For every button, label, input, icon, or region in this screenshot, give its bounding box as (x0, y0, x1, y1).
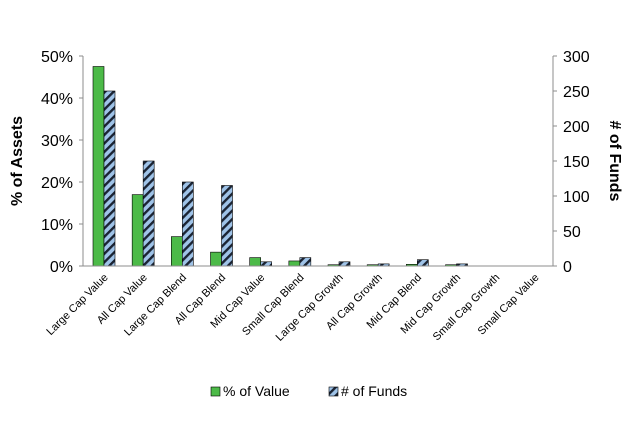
bar-funds-2 (182, 181, 194, 267)
category-label-6: Large Cap Growth (274, 272, 346, 344)
bar-funds-3 (221, 185, 233, 267)
bar-value-0 (92, 66, 105, 267)
category-label-10: Small Cap Growth (431, 272, 503, 344)
right-tick-label-4: 200 (563, 119, 590, 136)
plot-area (92, 66, 468, 267)
bar-value-4 (249, 257, 261, 267)
legend-label-value: % of Value (223, 383, 290, 399)
bar-value-5 (288, 260, 301, 267)
right-tick-label-6: 300 (563, 49, 590, 66)
right-tick-label-1: 50 (563, 224, 581, 241)
right-tick-label-0: 0 (563, 259, 572, 276)
legend-swatch-value (210, 386, 221, 397)
bar-funds-4 (260, 261, 272, 267)
right-axis-title: # of Funds (606, 121, 623, 202)
legend-swatch-funds (328, 386, 339, 397)
left-axis-title: % of Assets (9, 116, 26, 206)
right-tick-label-3: 150 (563, 154, 590, 171)
bar-funds-1 (142, 160, 155, 267)
bar-value-2 (171, 236, 183, 267)
left-tick-label-4: 40% (41, 91, 73, 108)
right-tick-label-5: 250 (563, 84, 590, 101)
bar-funds-5 (299, 257, 312, 267)
bar-funds-8 (417, 259, 429, 267)
left-tick-label-2: 20% (41, 175, 73, 192)
left-tick-label-0: 0% (50, 259, 73, 276)
legend-label-funds: # of Funds (341, 383, 407, 399)
left-tick-label-5: 50% (41, 49, 73, 66)
right-tick-label-2: 100 (563, 189, 590, 206)
bar-value-1 (131, 194, 144, 267)
bar-funds-0 (103, 90, 116, 267)
legend: % of Value # of Funds (210, 383, 407, 399)
category-label-0: Large Cap Value (44, 272, 110, 338)
left-tick-label-3: 30% (41, 133, 73, 150)
bar-funds-6 (338, 261, 351, 267)
left-tick-label-1: 10% (41, 217, 73, 234)
bar-value-3 (210, 251, 222, 267)
